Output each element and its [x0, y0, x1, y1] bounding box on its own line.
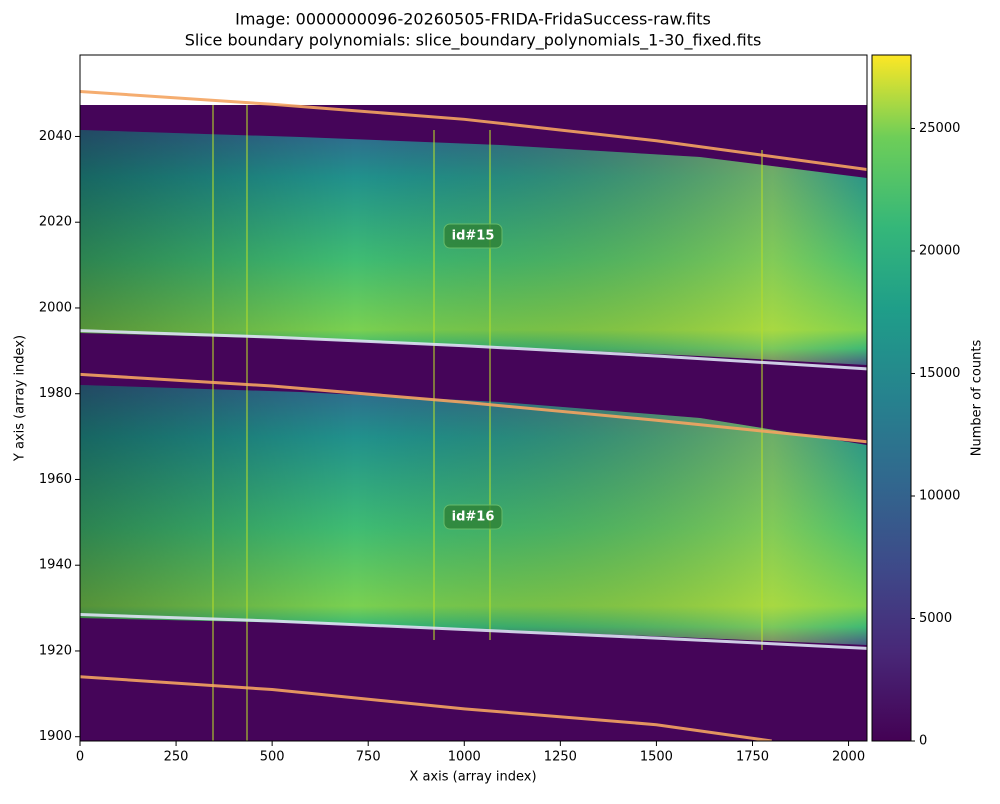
y-tick-label: 1920	[39, 643, 72, 658]
y-tick-label: 1980	[39, 386, 72, 401]
colorbar-tick-label: 15000	[919, 366, 960, 381]
y-tick-label: 2020	[39, 215, 72, 230]
colorbar-tick-label: 5000	[919, 611, 952, 626]
x-tick-label: 0	[76, 750, 84, 765]
spectral-lines	[212, 105, 763, 741]
y-tick-label: 1900	[39, 729, 72, 744]
boundary-curve	[80, 372, 867, 444]
x-tick-label: 1500	[640, 750, 673, 765]
x-axis-label: X axis (array index)	[409, 770, 536, 785]
annotation: id#15	[443, 223, 503, 249]
x-tick-label: 500	[260, 750, 285, 765]
colorbar	[871, 54, 912, 742]
boundary-curve	[80, 89, 867, 171]
annotation: id#16	[443, 504, 503, 530]
annotation-box	[443, 504, 503, 530]
colorbar-tick-label: 20000	[919, 244, 960, 259]
y-tick-label: 1960	[39, 472, 72, 487]
annotation-text: id#16	[452, 510, 495, 525]
x-tick-label: 250	[164, 750, 189, 765]
colorbar-tick-label: 10000	[919, 489, 960, 504]
y-axis-label: Y axis (array index)	[13, 335, 28, 462]
x-tick-label: 1000	[448, 750, 481, 765]
boundary-curve	[80, 329, 867, 371]
boundary-curve	[80, 675, 772, 741]
plot-frame	[79, 54, 868, 742]
x-tick-label: 2000	[832, 750, 865, 765]
annotation-text: id#15	[452, 229, 495, 244]
boundary-curve	[80, 613, 867, 650]
x-tick-label: 1250	[544, 750, 577, 765]
annotation-box	[443, 223, 503, 249]
y-tick-label: 2000	[39, 300, 72, 315]
chart-title: Image: 0000000096-20260505-FRIDA-FridaSu…	[235, 10, 711, 29]
colorbar-label: Number of counts	[970, 340, 985, 457]
chart-subtitle: Slice boundary polynomials: slice_bounda…	[185, 31, 762, 51]
x-tick-label: 750	[356, 750, 381, 765]
image	[80, 89, 867, 741]
colorbar-tick-label: 25000	[919, 121, 960, 136]
x-tick-label: 1750	[736, 750, 769, 765]
colorbar-tick-label: 0	[919, 734, 927, 749]
y-tick-label: 2040	[39, 129, 72, 144]
y-tick-label: 1940	[39, 558, 72, 573]
